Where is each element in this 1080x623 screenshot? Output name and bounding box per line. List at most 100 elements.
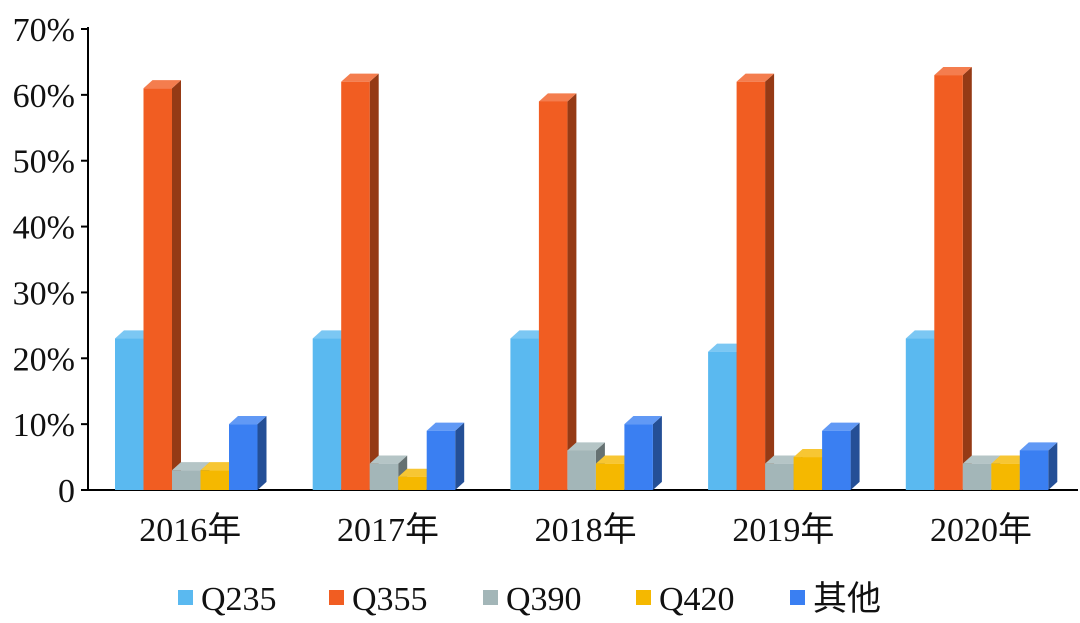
x-axis-labels: 2016年 2017年 2018年 2019年 2020年 [139, 511, 1032, 549]
bar-front [115, 338, 144, 490]
bar-front [341, 81, 370, 490]
bar-front [229, 424, 258, 490]
y-tick-label: 20% [13, 341, 75, 378]
bar-front [765, 463, 794, 490]
bar-top [991, 455, 1029, 464]
bar-side [172, 80, 181, 491]
legend-swatch [483, 590, 498, 605]
bar-top [793, 448, 832, 458]
bar-front [312, 338, 342, 490]
bars [115, 67, 1058, 491]
bar-front [962, 463, 992, 490]
bar-top [624, 416, 662, 425]
bar-top [934, 67, 972, 76]
bar-front [200, 470, 229, 490]
bar-top [1019, 442, 1058, 451]
bar-side [1048, 442, 1058, 490]
bar-front [510, 338, 539, 490]
bar-side [567, 93, 577, 490]
bar-side [652, 416, 662, 490]
bar-front [822, 430, 851, 490]
bar-top [200, 462, 238, 471]
bar-top [398, 468, 436, 477]
bar-side [257, 416, 267, 490]
bar-front [624, 424, 653, 490]
bar-top [172, 462, 210, 471]
bar-top [708, 343, 746, 352]
bar-其他-2016年 [229, 416, 267, 490]
legend-label: Q355 [352, 581, 428, 618]
y-tick-label: 0 [58, 473, 75, 510]
bar-front [736, 81, 766, 490]
x-tick-label: 2020年 [930, 511, 1032, 549]
bar-front [398, 476, 427, 490]
bar-其他-2017年 [426, 422, 465, 490]
legend-item-Q235: Q235 [178, 581, 277, 618]
bar-其他-2019年 [822, 422, 860, 490]
legend-item-Q390: Q390 [483, 581, 582, 618]
x-tick-label: 2017年 [337, 511, 439, 549]
y-tick-label: 70% [13, 12, 75, 49]
bar-Q355-2016年 [143, 80, 181, 491]
bar-Q355-2017年 [341, 73, 379, 490]
bar-front [708, 351, 737, 490]
legend-item-Q355: Q355 [329, 581, 428, 618]
bar-top [229, 416, 267, 425]
bar-Q355-2020年 [934, 67, 972, 490]
bar-front [538, 101, 568, 490]
bar-top [312, 330, 351, 339]
bar-top [341, 73, 379, 82]
bar-top [765, 455, 803, 464]
y-tick-label: 30% [13, 275, 75, 312]
legend-label: Q390 [506, 581, 582, 618]
bar-top [822, 422, 860, 431]
bar-top [510, 330, 548, 339]
x-tick-label: 2016年 [139, 511, 241, 549]
bar-Q355-2018年 [538, 93, 577, 490]
bar-top [905, 330, 944, 339]
bar-top [426, 422, 465, 431]
bar-front [595, 463, 625, 490]
bar-front [567, 450, 596, 490]
bar-top [369, 455, 408, 464]
bar-side [850, 422, 860, 490]
bar-front [905, 338, 935, 490]
bar-front [991, 463, 1020, 490]
bar-其他-2020年 [1019, 442, 1058, 490]
y-tick-label: 50% [13, 144, 75, 181]
bar-front [934, 75, 963, 490]
bar-side [765, 73, 775, 490]
bar-top [143, 80, 181, 89]
bar-Q355-2019年 [736, 73, 775, 490]
bar-top [567, 442, 605, 451]
bar-side [455, 422, 465, 490]
bar-front [369, 463, 399, 490]
legend-swatch [178, 590, 193, 605]
y-tick-label: 10% [13, 407, 75, 444]
legend: Q235 Q355 Q390 Q420 其他 [178, 581, 881, 618]
bar-top [115, 330, 153, 339]
bar-top [736, 73, 775, 82]
legend-item-其他: 其他 [790, 581, 881, 618]
legend-label: Q420 [659, 581, 735, 618]
bar-front [143, 88, 172, 491]
legend-label: 其他 [813, 581, 881, 618]
legend-swatch [329, 590, 344, 605]
bar-top [538, 93, 577, 102]
bar-top [962, 455, 1001, 464]
bar-front [172, 470, 201, 490]
x-tick-label: 2018年 [535, 511, 637, 549]
x-tick-label: 2019年 [732, 511, 834, 549]
bar-front [426, 430, 456, 490]
bar-front [1019, 450, 1049, 490]
bar-top [595, 455, 634, 464]
bar-front [793, 457, 823, 490]
y-axis-ticks: 0 10% 20% 30% 40% 50% 60% 70% [13, 12, 88, 510]
legend-swatch [636, 590, 651, 605]
legend-item-Q420: Q420 [636, 581, 735, 618]
bar-side [962, 67, 972, 490]
y-tick-label: 60% [13, 78, 75, 115]
bar-side [369, 73, 379, 490]
bar-其他-2018年 [624, 416, 662, 490]
